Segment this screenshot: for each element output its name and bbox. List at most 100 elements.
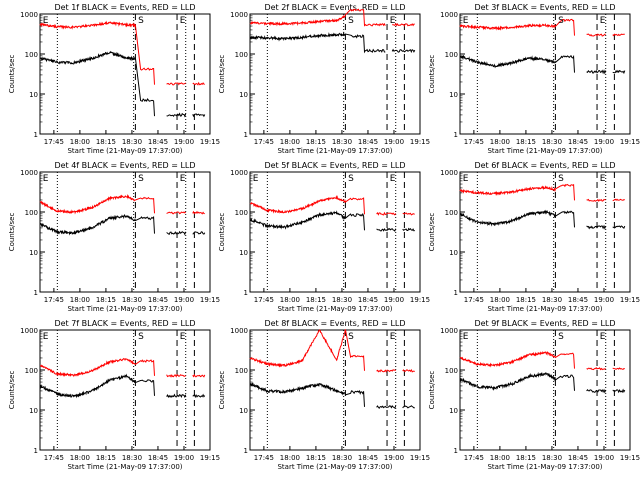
x-tick-label: 17:45: [464, 454, 484, 462]
x-tick-label: 17:45: [464, 296, 484, 304]
x-tick-label: 18:00: [280, 296, 300, 304]
x-tick-label: 18:45: [568, 296, 588, 304]
x-tick-label: 18:00: [280, 454, 300, 462]
events-series-line: [459, 209, 626, 230]
marker-label-E: E: [43, 174, 49, 184]
events-series-line: [39, 214, 206, 236]
plot-frame: [459, 329, 631, 451]
x-tick-label: 19:00: [384, 138, 404, 146]
y-tick-label: 10: [29, 407, 38, 415]
plot-frame: [249, 171, 421, 293]
x-axis-label: Start Time (21-May-09 17:37:00): [67, 305, 182, 313]
y-axis-label: Counts/sec: [218, 213, 226, 252]
plot-frame: [249, 329, 421, 451]
x-tick-label: 17:45: [254, 296, 274, 304]
x-tick-label: 18:30: [122, 454, 142, 462]
events-series-line: [249, 31, 416, 54]
x-tick-label: 18:30: [122, 296, 142, 304]
x-tick-label: 19:15: [200, 138, 220, 146]
x-tick-label: 18:45: [358, 138, 378, 146]
chart-title: Det 6f BLACK = Events, RED = LLD: [474, 161, 615, 170]
chart-panel-1: Det 1f BLACK = Events, RED = LLD 1 10 100 10…: [8, 3, 220, 155]
x-tick-label: 18:45: [148, 454, 168, 462]
y-tick-label: 1: [34, 289, 38, 297]
x-tick-label: 18:00: [490, 138, 510, 146]
marker-label-S: S: [558, 174, 564, 184]
x-tick-label: 19:15: [620, 454, 640, 462]
y-tick-label: 100: [25, 51, 38, 59]
x-tick-label: 18:30: [332, 454, 352, 462]
y-tick-label: 1000: [440, 327, 458, 335]
x-axis-label: Start Time (21-May-09 17:37:00): [487, 305, 602, 313]
marker-label-E: E: [390, 16, 396, 26]
x-tick-label: 19:00: [594, 296, 614, 304]
x-tick-label: 19:15: [200, 296, 220, 304]
x-tick-label: 19:00: [594, 454, 614, 462]
y-tick-label: 1000: [20, 169, 38, 177]
marker-label-E: E: [43, 332, 49, 342]
x-tick-label: 19:15: [410, 454, 430, 462]
chart-panel-5: Det 5f BLACK = Events, RED = LLD 1 10 100 10…: [218, 161, 430, 313]
x-tick-label: 18:30: [122, 138, 142, 146]
lld-series-line: [459, 351, 625, 371]
x-tick-label: 17:45: [44, 454, 64, 462]
y-tick-label: 100: [235, 367, 248, 375]
x-tick-label: 18:15: [516, 454, 536, 462]
x-tick-label: 19:15: [200, 454, 220, 462]
x-tick-label: 19:00: [174, 296, 194, 304]
lld-series-line: [249, 194, 415, 216]
y-tick-label: 1000: [20, 11, 38, 19]
x-tick-label: 18:15: [96, 454, 116, 462]
x-axis-label: Start Time (21-May-09 17:37:00): [487, 147, 602, 155]
x-axis-label: Start Time (21-May-09 17:37:00): [277, 305, 392, 313]
chart-panel-7: Det 7f BLACK = Events, RED = LLD 1 10 100 10…: [8, 319, 220, 471]
chart-title: Det 1f BLACK = Events, RED = LLD: [54, 3, 195, 12]
y-tick-label: 100: [445, 367, 458, 375]
y-tick-label: 1: [34, 131, 38, 139]
marker-label-E: E: [600, 174, 606, 184]
x-tick-label: 19:15: [410, 138, 430, 146]
marker-label-S: S: [138, 174, 144, 184]
events-series-line: [249, 210, 415, 232]
x-tick-label: 18:30: [332, 296, 352, 304]
x-tick-label: 18:00: [70, 296, 90, 304]
y-tick-label: 10: [29, 91, 38, 99]
chart-title: Det 7f BLACK = Events, RED = LLD: [54, 319, 195, 328]
y-tick-label: 100: [445, 209, 458, 217]
lld-series-line: [459, 183, 625, 203]
chart-title: Det 4f BLACK = Events, RED = LLD: [54, 161, 195, 170]
x-tick-label: 17:45: [254, 454, 274, 462]
x-tick-label: 18:30: [542, 454, 562, 462]
y-axis-label: Counts/sec: [8, 371, 16, 410]
x-tick-label: 18:15: [96, 296, 116, 304]
marker-label-S: S: [348, 332, 354, 342]
lld-series-line: [39, 20, 205, 86]
lld-series-line: [39, 193, 205, 215]
x-tick-label: 18:45: [148, 138, 168, 146]
marker-label-S: S: [348, 16, 354, 26]
x-tick-label: 18:15: [516, 296, 536, 304]
plot-frame: [249, 13, 421, 135]
x-tick-label: 18:00: [490, 454, 510, 462]
marker-label-E: E: [390, 332, 396, 342]
y-tick-label: 1000: [230, 11, 248, 19]
x-tick-label: 18:15: [516, 138, 536, 146]
y-tick-label: 1: [244, 131, 248, 139]
chart-panel-6: Det 6f BLACK = Events, RED = LLD 1 10 100 10…: [428, 161, 640, 313]
y-axis-label: Counts/sec: [8, 55, 16, 94]
y-tick-label: 100: [235, 51, 248, 59]
y-tick-label: 10: [239, 407, 248, 415]
chart-title: Det 3f BLACK = Events, RED = LLD: [474, 3, 615, 12]
marker-label-S: S: [348, 174, 354, 184]
y-tick-label: 1: [454, 131, 458, 139]
chart-panel-9: Det 9f BLACK = Events, RED = LLD 1 10 100 10…: [428, 319, 640, 471]
lld-series-line: [459, 18, 625, 37]
x-tick-label: 19:00: [174, 138, 194, 146]
plot-frame: [459, 171, 631, 293]
chart-panel-3: Det 3f BLACK = Events, RED = LLD 1 10 100 10…: [428, 3, 640, 155]
chart-panel-8: Det 8f BLACK = Events, RED = LLD 1 10 100 10…: [218, 319, 430, 471]
x-tick-label: 18:45: [358, 454, 378, 462]
marker-label-S: S: [558, 332, 564, 342]
y-axis-label: Counts/sec: [218, 371, 226, 410]
chart-title: Det 8f BLACK = Events, RED = LLD: [264, 319, 405, 328]
